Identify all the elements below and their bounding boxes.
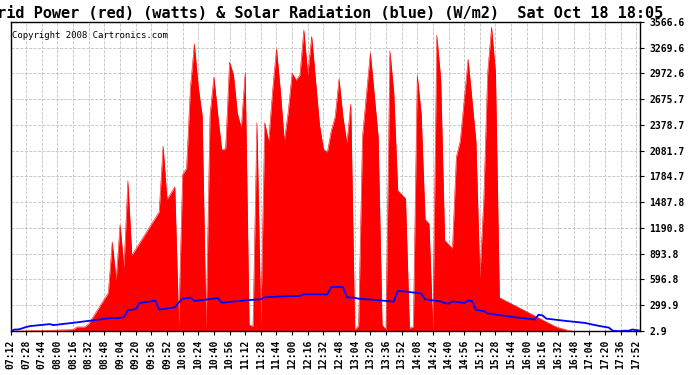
Title: Grid Power (red) (watts) & Solar Radiation (blue) (W/m2)  Sat Oct 18 18:05: Grid Power (red) (watts) & Solar Radiati…	[0, 6, 663, 21]
Text: Copyright 2008 Cartronics.com: Copyright 2008 Cartronics.com	[12, 31, 168, 40]
